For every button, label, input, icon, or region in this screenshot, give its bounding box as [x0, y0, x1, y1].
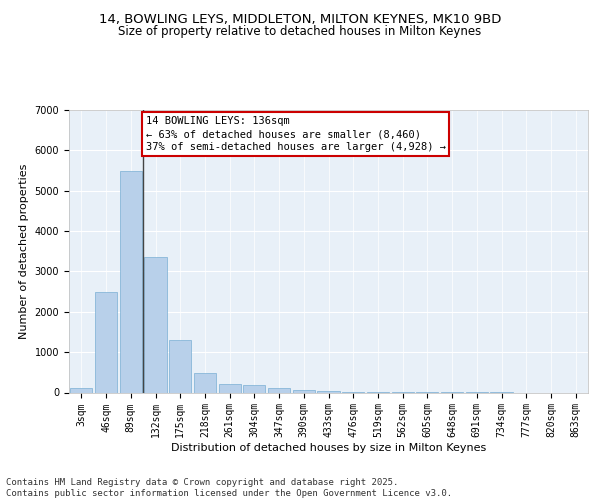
Y-axis label: Number of detached properties: Number of detached properties [19, 164, 29, 339]
Text: Size of property relative to detached houses in Milton Keynes: Size of property relative to detached ho… [118, 25, 482, 38]
Bar [317, 391, 340, 392]
Text: 14, BOWLING LEYS, MIDDLETON, MILTON KEYNES, MK10 9BD: 14, BOWLING LEYS, MIDDLETON, MILTON KEYN… [99, 12, 501, 26]
Bar [293, 390, 315, 392]
Bar [243, 384, 265, 392]
Bar [119, 170, 142, 392]
Bar [169, 340, 191, 392]
Bar [95, 292, 117, 392]
Bar [145, 258, 167, 392]
Bar [194, 373, 216, 392]
X-axis label: Distribution of detached houses by size in Milton Keynes: Distribution of detached houses by size … [171, 443, 486, 453]
Text: Contains HM Land Registry data © Crown copyright and database right 2025.
Contai: Contains HM Land Registry data © Crown c… [6, 478, 452, 498]
Bar [70, 388, 92, 392]
Text: 14 BOWLING LEYS: 136sqm
← 63% of detached houses are smaller (8,460)
37% of semi: 14 BOWLING LEYS: 136sqm ← 63% of detache… [146, 116, 446, 152]
Bar [268, 388, 290, 392]
Bar [218, 384, 241, 392]
